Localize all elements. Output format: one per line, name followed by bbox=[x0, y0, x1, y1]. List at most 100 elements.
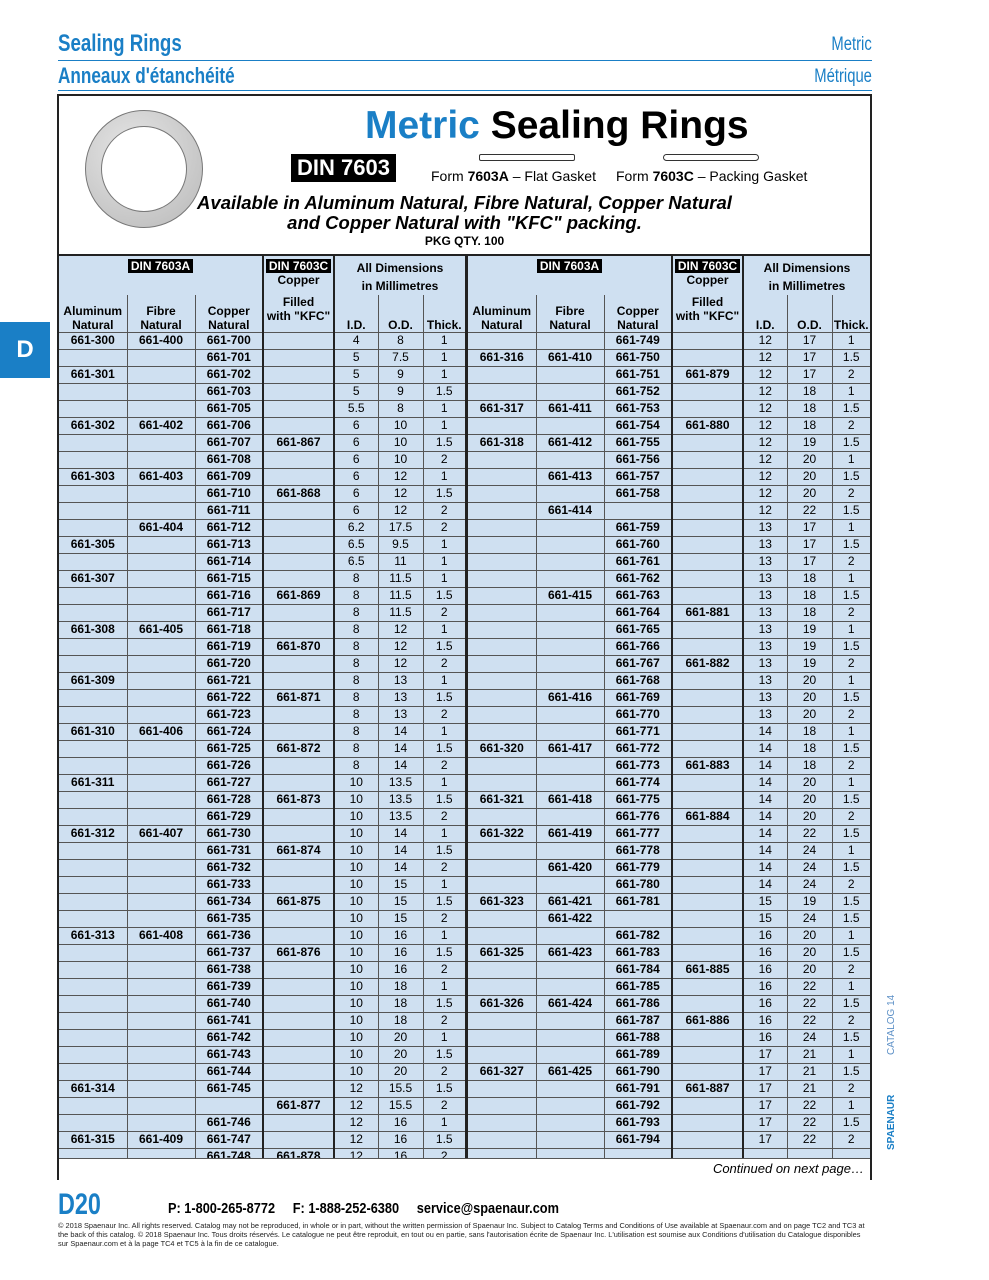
col-aluminum: Aluminum Natural bbox=[59, 295, 128, 333]
cell-thick: 2 bbox=[422, 450, 468, 469]
table-row: 661-743 10 20 1.5 bbox=[59, 1045, 468, 1064]
cell-thick: 1.5 bbox=[422, 790, 468, 809]
cell-thick: 1.5 bbox=[831, 1113, 870, 1132]
table-row: 661-729 10 13.5 2 bbox=[59, 807, 468, 826]
cell-id: 6 bbox=[333, 416, 379, 435]
cell-id: 14 bbox=[742, 790, 788, 809]
cell-fibre bbox=[126, 807, 196, 826]
cell-aluminum bbox=[468, 1028, 537, 1047]
cell-aluminum: 661-323 bbox=[468, 892, 537, 911]
cell-kfc bbox=[671, 433, 744, 452]
cell-copper: 661-774 bbox=[603, 773, 673, 792]
table-row: 661-703 5 9 1.5 bbox=[59, 382, 468, 401]
table-row: 661-321 661-418 661-775 14 20 1.5 bbox=[468, 790, 870, 809]
cell-id: 10 bbox=[333, 824, 379, 843]
cell-od: 11.5 bbox=[377, 569, 424, 588]
col-copper: Copper Natural bbox=[194, 295, 264, 333]
cell-od: 20 bbox=[786, 671, 833, 690]
cell-fibre: 661-412 bbox=[535, 433, 605, 452]
cell-id: 6 bbox=[333, 484, 379, 503]
cell-id: 13 bbox=[742, 620, 788, 639]
cell-id: 13 bbox=[742, 671, 788, 690]
cell-id: 16 bbox=[742, 994, 788, 1013]
table-row: 661-415 661-763 13 18 1.5 bbox=[468, 586, 870, 605]
cell-kfc bbox=[671, 348, 744, 367]
cell-od: 20 bbox=[786, 467, 833, 486]
cell-aluminum bbox=[59, 1028, 128, 1047]
cell-id: 8 bbox=[333, 654, 379, 673]
cell-id: 14 bbox=[742, 773, 788, 792]
cell-kfc bbox=[262, 467, 335, 486]
cell-od: 9.5 bbox=[377, 535, 424, 554]
cell-aluminum bbox=[468, 637, 537, 656]
cell-id: 10 bbox=[333, 943, 379, 962]
cell-aluminum bbox=[468, 620, 537, 639]
cell-kfc bbox=[671, 552, 744, 571]
cell-aluminum: 661-308 bbox=[59, 620, 128, 639]
cell-od: 13.5 bbox=[377, 773, 424, 792]
cell-aluminum: 661-320 bbox=[468, 739, 537, 758]
table-row: 661-766 13 19 1.5 bbox=[468, 637, 870, 656]
cell-copper: 661-719 bbox=[194, 637, 264, 656]
cell-od: 20 bbox=[377, 1028, 424, 1047]
cell-copper: 661-755 bbox=[603, 433, 673, 452]
product-panel: Metric Sealing Rings DIN 7603 Form 7603A… bbox=[57, 94, 872, 1180]
cell-kfc bbox=[671, 1062, 744, 1081]
cell-fibre bbox=[535, 756, 605, 775]
form-c-label: Form 7603C – Packing Gasket bbox=[616, 168, 808, 184]
cell-aluminum bbox=[468, 552, 537, 571]
cell-od: 11.5 bbox=[377, 603, 424, 622]
cell-od: 14 bbox=[377, 841, 424, 860]
cell-fibre bbox=[535, 382, 605, 401]
cell-fibre bbox=[535, 603, 605, 622]
table-row: 661-707 661-867 6 10 1.5 bbox=[59, 433, 468, 452]
cell-aluminum bbox=[468, 1096, 537, 1115]
cell-copper bbox=[194, 1096, 264, 1115]
cell-od: 22 bbox=[786, 1096, 833, 1115]
cell-copper: 661-714 bbox=[194, 552, 264, 571]
cell-copper: 661-772 bbox=[603, 739, 673, 758]
cell-aluminum: 661-301 bbox=[59, 365, 128, 384]
section-en: Metric bbox=[831, 34, 872, 55]
cell-id: 13 bbox=[742, 552, 788, 571]
cell-copper: 661-731 bbox=[194, 841, 264, 860]
table-row: 661-320 661-417 661-772 14 18 1.5 bbox=[468, 739, 870, 758]
cell-fibre bbox=[126, 960, 196, 979]
cell-thick: 1 bbox=[422, 552, 468, 571]
cell-id: 10 bbox=[333, 1062, 379, 1081]
cell-kfc bbox=[671, 790, 744, 809]
page-title-en: Sealing Rings bbox=[58, 30, 182, 57]
cell-aluminum: 661-303 bbox=[59, 467, 128, 486]
table-row: 661-714 6.5 11 1 bbox=[59, 552, 468, 571]
cell-id: 10 bbox=[333, 807, 379, 826]
cell-fibre bbox=[126, 399, 196, 418]
cell-fibre bbox=[126, 1113, 196, 1132]
table-row: 661-758 12 20 2 bbox=[468, 484, 870, 503]
cell-fibre: 661-408 bbox=[126, 926, 196, 945]
cell-thick: 2 bbox=[422, 1096, 468, 1115]
email-link[interactable]: service@spaenaur.com bbox=[416, 1200, 559, 1217]
cell-fibre bbox=[126, 603, 196, 622]
cell-id: 16 bbox=[742, 977, 788, 996]
cell-thick: 1 bbox=[831, 977, 870, 996]
cell-fibre: 661-403 bbox=[126, 467, 196, 486]
cell-thick: 1.5 bbox=[422, 586, 468, 605]
cell-id: 10 bbox=[333, 790, 379, 809]
cell-id: 10 bbox=[333, 977, 379, 996]
cell-copper: 661-720 bbox=[194, 654, 264, 673]
cell-copper: 661-758 bbox=[603, 484, 673, 503]
cell-copper: 661-741 bbox=[194, 1011, 264, 1030]
cell-od: 20 bbox=[786, 926, 833, 945]
cell-kfc bbox=[262, 909, 335, 928]
cell-id: 17 bbox=[742, 1045, 788, 1064]
section-tab-d[interactable]: D bbox=[0, 322, 50, 378]
cell-aluminum bbox=[468, 977, 537, 996]
cell-id: 12 bbox=[742, 433, 788, 452]
cell-thick: 1 bbox=[422, 773, 468, 792]
table-row: 661-780 14 24 2 bbox=[468, 875, 870, 894]
table-row: 661-422 15 24 1.5 bbox=[468, 909, 870, 928]
cell-aluminum bbox=[59, 705, 128, 724]
cell-aluminum: 661-307 bbox=[59, 569, 128, 588]
cell-fibre: 661-400 bbox=[126, 331, 196, 350]
cell-thick: 2 bbox=[422, 909, 468, 928]
